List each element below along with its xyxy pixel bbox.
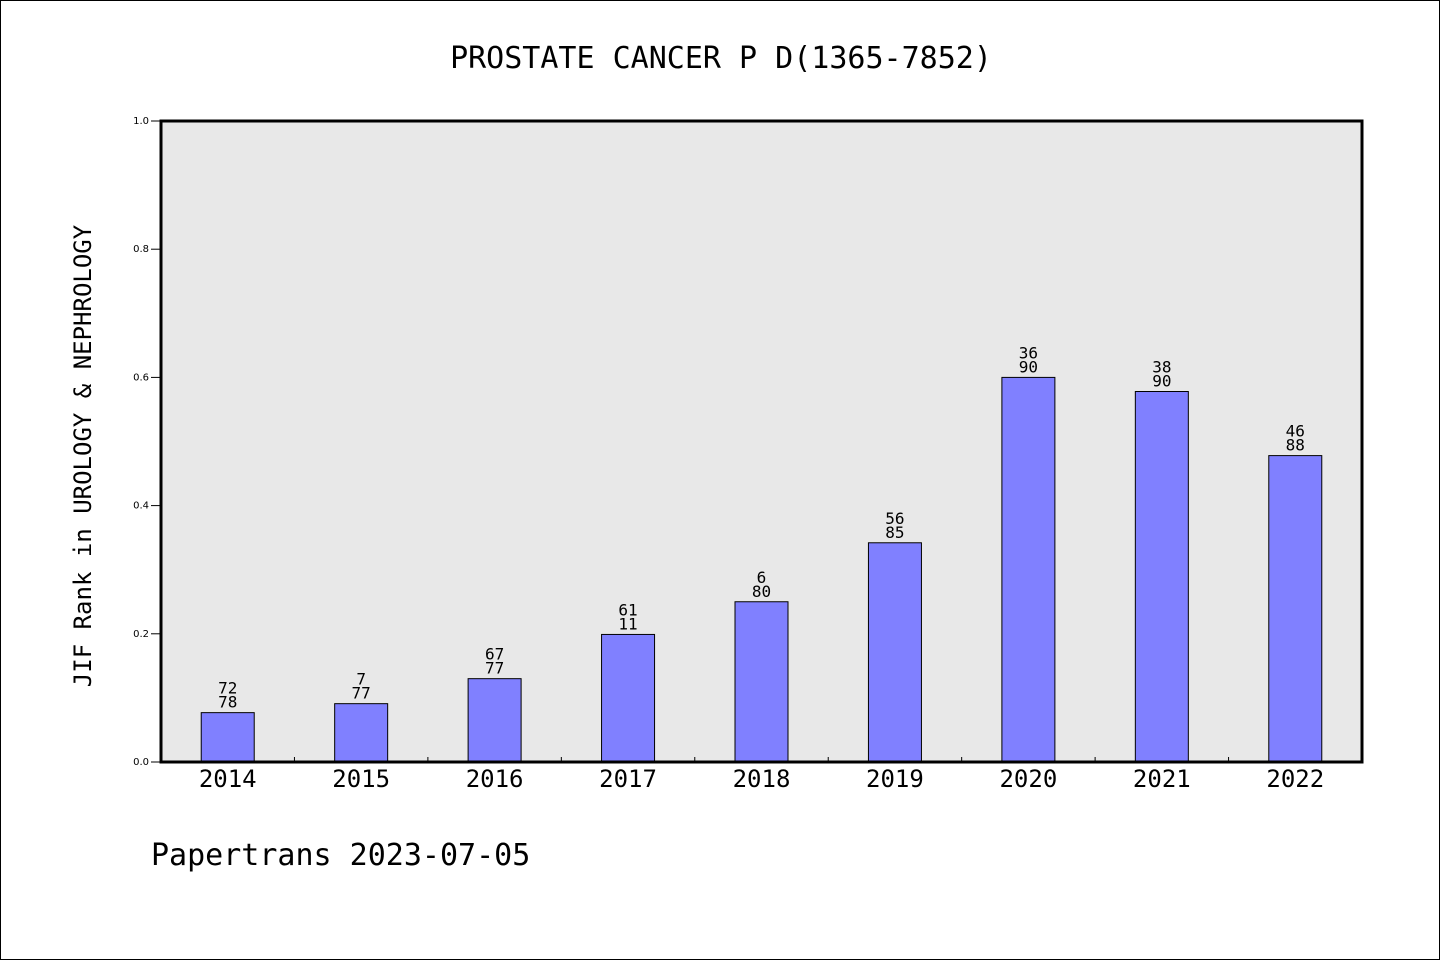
- bar-label-top-2022: 46: [1286, 422, 1305, 441]
- y-tick-label: 0.0: [133, 757, 149, 768]
- bar-label-bottom-2021: 90: [1152, 372, 1171, 391]
- bar-label-bottom-2019: 85: [885, 523, 904, 542]
- y-axis-label: JIF Rank in UROLOGY & NEPHROLOGY: [69, 224, 97, 687]
- x-tick-label-2021: 2021: [1133, 765, 1191, 793]
- bar-2014: [200, 712, 255, 763]
- chart-title: PROSTATE CANCER P D(1365-7852): [450, 41, 992, 76]
- y-tick-label: 0.4: [133, 501, 149, 512]
- bar-label-top-2021: 38: [1152, 358, 1171, 377]
- bar-label-top-2018: 6: [757, 568, 767, 587]
- y-tick-label: 1.0: [133, 116, 149, 127]
- bar-label-top-2019: 56: [885, 509, 904, 528]
- bar-2016: [467, 678, 522, 763]
- bar-label-bottom-2015: 77: [352, 684, 371, 703]
- source-footer: Papertrans 2023-07-05: [151, 838, 530, 873]
- bar-label-top-2020: 36: [1019, 343, 1038, 362]
- bar-label-bottom-2014: 78: [218, 693, 237, 712]
- bar-2017: [601, 633, 656, 763]
- y-tick-label: 0.8: [133, 244, 149, 255]
- x-tick-label-2017: 2017: [599, 765, 657, 793]
- bar-group: [200, 376, 1323, 763]
- bar-label-top-2017: 61: [618, 600, 637, 619]
- bar-label-bottom-2016: 77: [485, 659, 504, 678]
- x-tick-label-2022: 2022: [1266, 765, 1324, 793]
- bar-label-top-2015: 7: [356, 670, 366, 689]
- x-tick-label-2014: 2014: [199, 765, 257, 793]
- bar-label-bottom-2018: 80: [752, 582, 771, 601]
- x-axis-ticks: 2014 2015 2016 2017 2018 2019 2020 2021 2022: [199, 757, 1324, 793]
- x-tick-label-2015: 2015: [332, 765, 390, 793]
- y-tick-label: 0.6: [133, 372, 149, 383]
- bar-label-top-2014: 72: [218, 679, 237, 698]
- bar-2020: [1001, 376, 1056, 763]
- bar-label-bottom-2020: 90: [1019, 357, 1038, 376]
- y-axis-ticks: 0.0 0.2 0.4 0.6 0.8 1.0: [133, 116, 161, 768]
- y-tick-label: 0.2: [133, 629, 149, 640]
- x-tick-label-2019: 2019: [866, 765, 924, 793]
- bar-2015: [334, 703, 389, 763]
- plot-border: [159, 119, 1364, 764]
- x-tick-label-2018: 2018: [733, 765, 791, 793]
- x-tick-label-2016: 2016: [466, 765, 524, 793]
- bar-label-bottom-2022: 88: [1286, 436, 1305, 455]
- x-tick-label-2020: 2020: [999, 765, 1057, 793]
- bar-2022: [1268, 455, 1323, 763]
- bar-2021: [1134, 391, 1189, 763]
- bar-label-top-2016: 67: [485, 645, 504, 664]
- bar-2018: [734, 601, 789, 763]
- bar-label-bottom-2017: 11: [618, 614, 637, 633]
- bar-2019: [867, 542, 922, 763]
